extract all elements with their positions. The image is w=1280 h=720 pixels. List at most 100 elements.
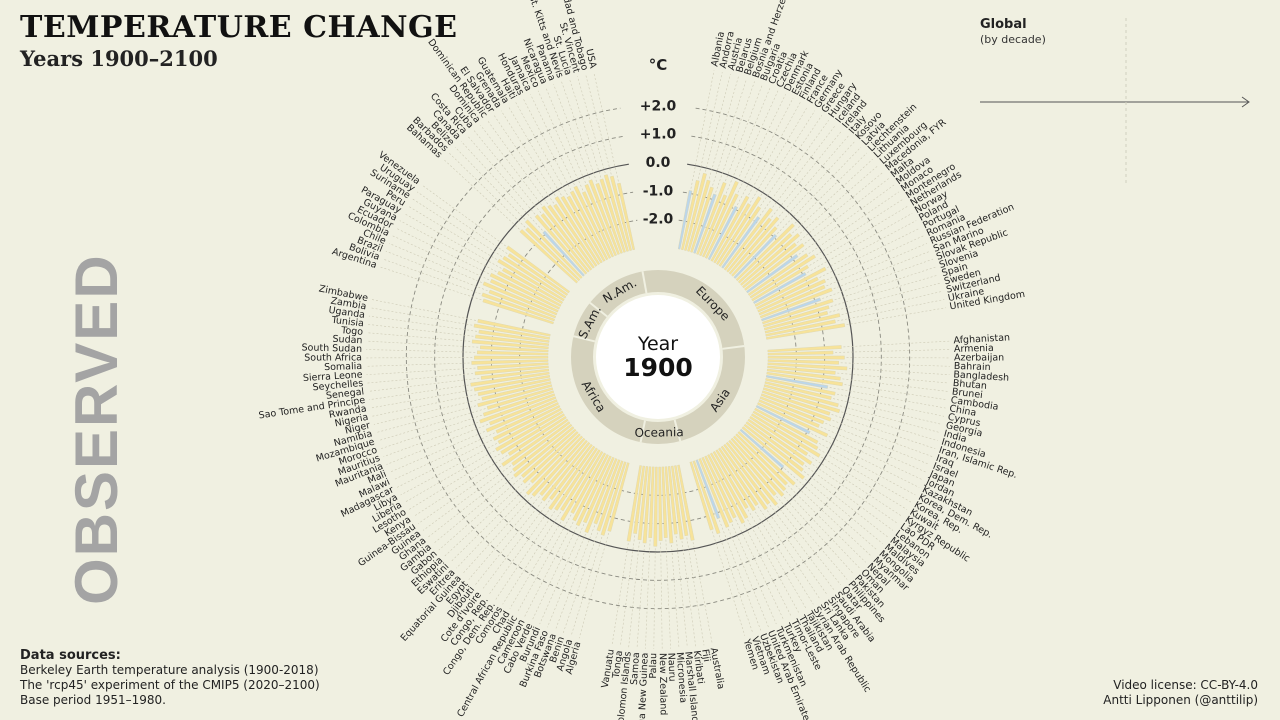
country-bar: [755, 405, 811, 435]
country-guide: [712, 78, 747, 186]
country-guide: [444, 483, 523, 557]
country-guide: [516, 514, 572, 613]
country-label: Afghanistan: [953, 332, 1010, 346]
country-guide: [578, 532, 609, 639]
country-guide: [408, 453, 500, 510]
country-guide: [636, 544, 645, 649]
country-label: Sudan: [332, 334, 362, 347]
country-label: USA: [583, 48, 598, 70]
country-guide: [366, 340, 479, 348]
country-label: Uganda: [328, 305, 366, 321]
country-bar: [767, 359, 839, 365]
country-guide: [731, 524, 777, 625]
country-bar: [763, 305, 830, 328]
country-guide: [553, 84, 590, 179]
country-guide: [562, 532, 598, 634]
country-bar: [497, 407, 562, 445]
country-bar: [733, 233, 778, 279]
country-bar: [677, 190, 693, 250]
country-guide: [769, 504, 835, 591]
country-guide: [620, 535, 636, 647]
country-guide: [808, 191, 900, 254]
country-guide: [808, 455, 903, 517]
country-bar: [720, 445, 768, 511]
country-label: Tonga: [611, 650, 626, 680]
country-guide: [812, 464, 898, 524]
country-guide: [807, 212, 913, 273]
country-guide: [388, 243, 482, 283]
country-bar: [754, 407, 819, 445]
country-guide: [848, 368, 950, 375]
region-separator: [639, 420, 646, 443]
country-guide: [747, 509, 807, 609]
country-guide: [475, 501, 543, 585]
country-bar: [626, 465, 642, 542]
country-bar: [584, 458, 618, 534]
country-guide: [675, 536, 688, 648]
country-guide: [368, 377, 480, 392]
country-guide: [611, 543, 629, 646]
country-bar: [744, 243, 805, 291]
country-guide: [537, 90, 584, 191]
country-guide: [456, 495, 527, 569]
page-subtitle: Years 1900–2100: [20, 46, 218, 71]
country-bar: [737, 431, 796, 486]
country-guide: [530, 94, 575, 186]
country-bar: [761, 297, 822, 322]
country-bar: [481, 292, 555, 322]
country-guide: [795, 485, 872, 557]
country-guide: [585, 74, 612, 175]
country-guide: [837, 299, 945, 322]
country-bar: [664, 466, 674, 544]
country-guide: [380, 415, 482, 450]
country-guide: [493, 115, 555, 204]
country-label: Bhutan: [952, 378, 987, 392]
country-guide: [382, 258, 481, 295]
radial-tick-label: -1.0: [643, 183, 674, 199]
country-bar: [473, 323, 550, 340]
country-bar: [765, 319, 836, 337]
country-guide: [778, 135, 849, 217]
country-bar: [737, 232, 793, 284]
country-bar: [751, 264, 810, 302]
country-guide: [370, 389, 473, 409]
country-bar: [473, 375, 551, 392]
country-guide: [370, 307, 473, 326]
author-line: Antti Lipponen (@anttilip): [1103, 693, 1258, 707]
country-label: Micronesia: [674, 652, 689, 704]
country-label: Papua New Guinea: [636, 652, 651, 720]
country-bar: [633, 465, 645, 534]
country-bar: [575, 455, 612, 527]
radial-gridline: [405, 107, 911, 610]
country-guide: [628, 541, 640, 648]
country-bar: [728, 439, 777, 497]
data-source-line: The 'rcp45' experiment of the CMIP5 (202…: [20, 678, 320, 692]
country-bar: [707, 454, 745, 524]
country-guide: [839, 405, 941, 433]
country-bar: [735, 433, 789, 486]
country-guide: [522, 97, 572, 191]
country-bar: [767, 362, 848, 371]
country-guide: [692, 542, 713, 644]
country-guide: [737, 90, 779, 181]
country-guide: [748, 101, 801, 196]
country-label: Seychelles: [312, 378, 363, 393]
country-label: Togo: [340, 325, 364, 338]
country-bar: [470, 371, 550, 387]
country-bar: [741, 426, 805, 480]
country-label: Bangladesh: [953, 369, 1009, 383]
country-guide: [833, 398, 943, 425]
country-guide: [454, 146, 526, 220]
country-guide: [539, 524, 585, 625]
country-guide: [760, 115, 823, 206]
country-guide: [776, 146, 862, 234]
radial-gridline: [434, 135, 882, 581]
country-guide: [418, 465, 502, 524]
country-guide: [554, 525, 595, 631]
center-year-value: 1900: [623, 353, 693, 382]
country-bar: [486, 387, 554, 410]
country-bar: [766, 368, 841, 381]
country-guide: [772, 124, 836, 208]
country-bar: [474, 365, 549, 376]
radial-gridline: [519, 219, 797, 496]
